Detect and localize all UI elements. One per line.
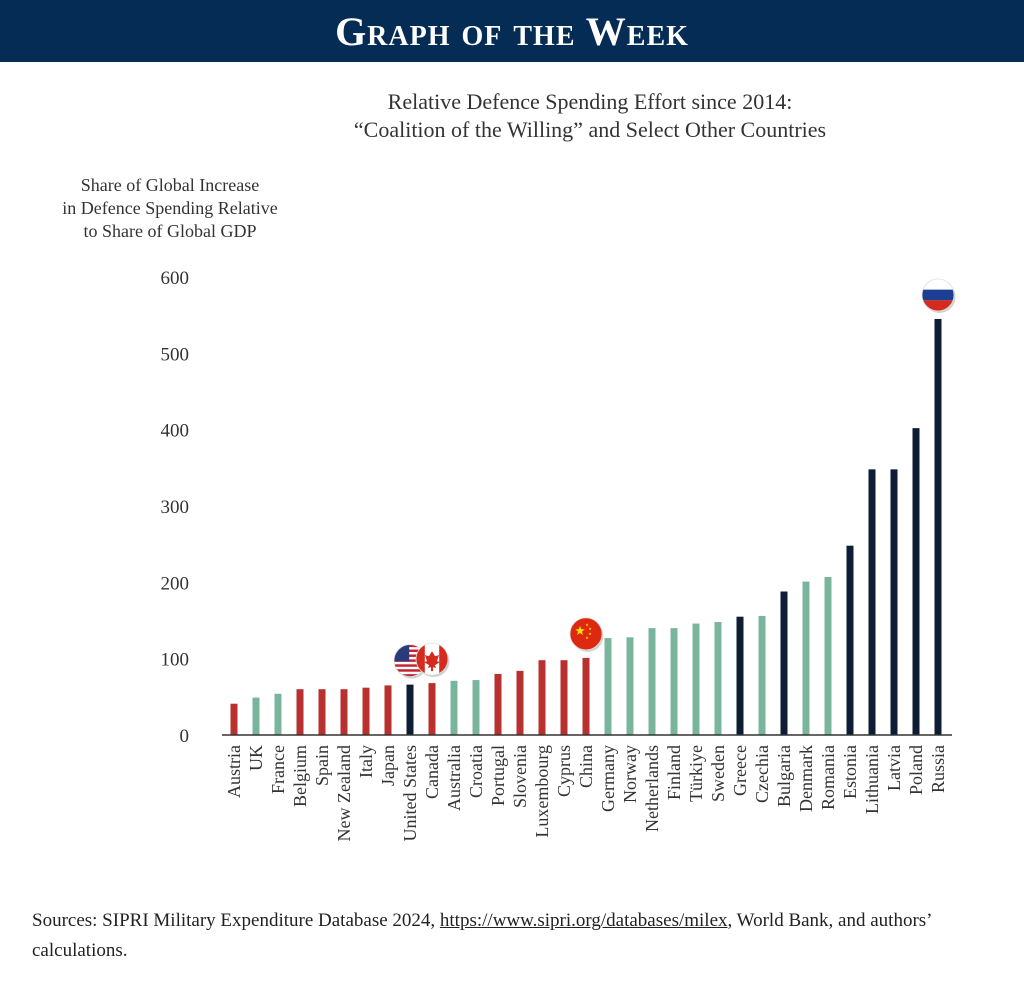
sources-link[interactable]: https://www.sipri.org/databases/milex (439, 910, 728, 931)
x-tick-label: Norway (620, 745, 640, 803)
x-tick-label: Poland (906, 745, 926, 795)
bar (912, 428, 920, 735)
x-tick-label: Lithuania (862, 745, 882, 814)
y-axis-title-line: Share of Global Increase (80, 175, 260, 195)
y-tick-label: 300 (161, 497, 190, 518)
bar (472, 680, 480, 735)
bar (538, 660, 546, 735)
bar (780, 591, 788, 735)
header-banner: Graph of the Week (0, 0, 1024, 62)
bar (516, 670, 524, 735)
x-tick-label: Sweden (708, 745, 728, 802)
x-tick-label: Austria (224, 745, 244, 798)
x-tick-label: UK (246, 745, 266, 771)
x-tick-label: Russia (928, 745, 948, 793)
x-tick-label: Greece (730, 745, 750, 796)
chart-title-line-1: Relative Defence Spending Effort since 2… (387, 89, 793, 114)
bar (450, 680, 458, 735)
bars-group (230, 318, 942, 735)
canada-flag-icon (415, 642, 450, 678)
x-tick-label: Italy (356, 745, 376, 778)
x-tick-label: China (576, 745, 596, 788)
sources-suffix: , World Bank, and authors’ calculations. (32, 910, 932, 961)
x-tick-label: Cyprus (554, 745, 574, 797)
x-tick-label: Australia (444, 745, 464, 811)
bar (340, 689, 348, 735)
x-tick-label: United States (400, 745, 420, 842)
bar (582, 657, 590, 735)
china-flag-icon (569, 617, 604, 652)
x-axis-labels: Austria UK France Belgium Spain New Zealand It… (224, 745, 948, 842)
y-tick-label: 600 (161, 268, 190, 289)
y-axis-title-line: to Share of Global GDP (83, 221, 257, 241)
y-tick-label: 400 (161, 421, 190, 442)
bar (648, 628, 656, 735)
x-tick-label: Japan (378, 745, 398, 786)
x-tick-label: Türkiye (686, 745, 706, 802)
bar (890, 469, 898, 735)
bar (824, 576, 832, 735)
bar (846, 545, 854, 735)
sources-note: Sources: SIPRI Military Expenditure Data… (32, 906, 1002, 966)
x-tick-label: Portugal (488, 745, 508, 806)
bar (626, 637, 634, 735)
x-tick-label: New Zealand (334, 745, 354, 841)
bar (274, 693, 282, 735)
x-tick-label: Romania (818, 745, 838, 810)
y-tick-label: 200 (161, 573, 190, 594)
x-tick-label: Slovenia (510, 745, 530, 808)
bar (934, 318, 942, 735)
x-tick-label: Luxembourg (532, 745, 552, 838)
x-tick-label: France (268, 745, 288, 794)
y-axis-title: Share of Global Increase in Defence Spen… (40, 174, 300, 243)
x-tick-label: Croatia (466, 745, 486, 798)
sources-prefix: Sources: SIPRI Military Expenditure Data… (32, 910, 440, 931)
x-tick-label: Bulgaria (774, 745, 794, 807)
bar (296, 689, 304, 735)
x-tick-label: Germany (598, 745, 618, 812)
y-tick-label: 100 (161, 650, 190, 671)
bar (604, 638, 612, 735)
bar (406, 684, 414, 735)
chart-title: Relative Defence Spending Effort since 2… (300, 88, 880, 144)
x-tick-label: Spain (312, 745, 332, 786)
x-tick-label: Czechia (752, 745, 772, 803)
bar (560, 660, 568, 735)
bar (362, 687, 370, 735)
y-tick-label: 0 (180, 726, 190, 747)
bar (670, 628, 678, 735)
bar (868, 469, 876, 735)
x-tick-label: Canada (422, 745, 442, 799)
russia-flag-icon (921, 278, 956, 313)
y-axis: 0 100 200 300 400 500 600 (161, 268, 190, 747)
bar (428, 683, 436, 735)
bar (692, 623, 700, 735)
x-tick-label: Latvia (884, 745, 904, 791)
bar-chart: 0 100 200 300 400 500 600 Austria UK France Belgi… (161, 268, 956, 842)
bar (318, 689, 326, 735)
y-axis-title-line: in Defence Spending Relative (62, 198, 278, 218)
bar (802, 581, 810, 735)
bar (494, 673, 502, 735)
bar (252, 697, 260, 735)
bar (384, 685, 392, 735)
x-tick-label: Denmark (796, 745, 816, 812)
bar (736, 616, 744, 735)
y-tick-label: 500 (161, 344, 190, 365)
bar (230, 703, 238, 735)
x-tick-label: Belgium (290, 745, 310, 807)
x-tick-label: Netherlands (642, 745, 662, 832)
banner-title: Graph of the Week (335, 8, 689, 54)
bar (758, 615, 766, 735)
chart-title-line-2: “Coalition of the Willing” and Select Ot… (353, 117, 827, 142)
x-tick-label: Estonia (840, 745, 860, 799)
x-tick-label: Finland (664, 745, 684, 800)
bar (714, 622, 722, 735)
